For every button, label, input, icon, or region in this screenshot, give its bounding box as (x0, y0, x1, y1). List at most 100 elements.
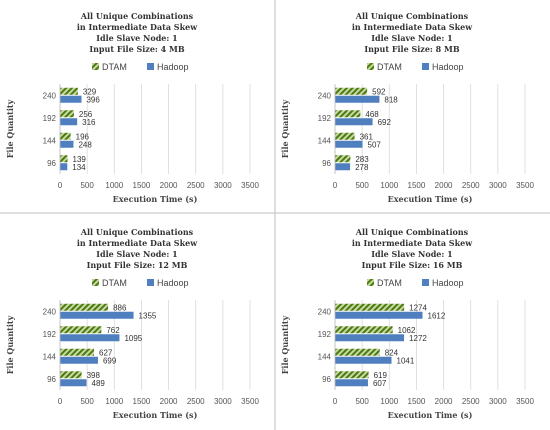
bar-hadoop (335, 311, 423, 319)
x-tick-label: 2500 (187, 181, 205, 190)
bar-dtam (335, 303, 405, 311)
x-axis-title: Execution Time (s) (113, 410, 198, 420)
data-label-hadoop: 1041 (397, 356, 415, 365)
bar-dtam (335, 326, 393, 334)
x-tick-label: 0 (58, 181, 63, 190)
x-tick-label: 1500 (133, 397, 151, 406)
x-tick-label: 3500 (241, 397, 259, 406)
legend-label-hadoop: Hadoop (157, 62, 189, 72)
data-label-dtam: 329 (83, 87, 97, 96)
y-tick-label: 96 (322, 375, 331, 384)
legend-label-dtam: DTAM (102, 278, 127, 288)
y-tick-label: 144 (318, 136, 332, 145)
chart-title-line-2: in Intermediate Data Skew (77, 238, 198, 248)
data-label-hadoop: 396 (86, 95, 100, 104)
x-tick-label: 3000 (214, 397, 232, 406)
x-tick-label: 3000 (214, 181, 232, 190)
chart-title-line-3: Idle Slave Node: 1 (96, 249, 177, 259)
bar-hadoop (335, 163, 351, 171)
x-tick-label: 3500 (516, 181, 534, 190)
x-tick-label: 2500 (462, 181, 480, 190)
bar-hadoop (335, 334, 405, 342)
chart-title-line-2: in Intermediate Data Skew (352, 22, 473, 32)
x-tick-label: 2000 (435, 181, 453, 190)
x-tick-label: 2500 (462, 397, 480, 406)
y-tick-label: 192 (43, 330, 57, 339)
data-label-hadoop: 1272 (409, 334, 427, 343)
data-label-dtam: 592 (372, 87, 386, 96)
x-tick-label: 2000 (160, 181, 178, 190)
data-label-hadoop: 507 (368, 140, 382, 149)
data-label-hadoop: 818 (384, 95, 398, 104)
x-tick-label: 3000 (489, 181, 507, 190)
chart-title-line-4: Input File Size: 16 MB (362, 260, 463, 270)
legend-label-dtam: DTAM (102, 62, 127, 72)
x-tick-label: 1000 (380, 181, 398, 190)
legend-swatch-hadoop (147, 279, 154, 286)
data-label-hadoop: 692 (378, 118, 392, 127)
bar-hadoop (60, 95, 82, 103)
data-label-dtam: 627 (99, 348, 113, 357)
bar-hadoop (335, 379, 368, 387)
x-tick-label: 2500 (187, 397, 205, 406)
x-tick-label: 3500 (241, 181, 259, 190)
legend-swatch-hadoop (147, 63, 154, 70)
y-tick-label: 144 (43, 136, 57, 145)
y-tick-label: 192 (318, 114, 332, 123)
chart-title-line-3: Idle Slave Node: 1 (371, 249, 452, 259)
legend-label-dtam: DTAM (377, 278, 402, 288)
y-tick-label: 192 (318, 330, 332, 339)
legend-swatch-dtam (92, 279, 99, 286)
data-label-hadoop: 134 (72, 163, 86, 172)
x-axis-title: Execution Time (s) (388, 410, 473, 420)
chart-title-line-3: Idle Slave Node: 1 (371, 33, 452, 43)
bar-dtam (335, 371, 369, 379)
data-label-dtam: 139 (73, 155, 87, 164)
bar-dtam (60, 110, 74, 118)
bar-hadoop (335, 356, 392, 364)
data-label-dtam: 256 (79, 110, 93, 119)
bar-hadoop (60, 163, 68, 171)
data-label-hadoop: 489 (92, 379, 106, 388)
data-label-hadoop: 248 (78, 140, 92, 149)
y-tick-label: 96 (322, 159, 331, 168)
x-tick-label: 500 (80, 181, 94, 190)
x-tick-label: 2000 (435, 397, 453, 406)
bar-hadoop (335, 118, 373, 126)
bar-hadoop (60, 379, 87, 387)
bar-dtam (335, 132, 355, 140)
chart-title-line-4: Input File Size: 4 MB (89, 44, 184, 54)
data-label-dtam: 1062 (398, 326, 416, 335)
y-axis-title: File Quantity (5, 315, 15, 374)
y-tick-label: 240 (318, 307, 332, 316)
x-tick-label: 500 (355, 181, 369, 190)
bar-dtam (60, 155, 68, 163)
legend: DTAM Hadoop (92, 278, 189, 288)
data-label-hadoop: 1355 (139, 311, 157, 320)
x-tick-label: 0 (333, 397, 338, 406)
legend: DTAM Hadoop (367, 62, 464, 72)
data-label-dtam: 283 (355, 155, 369, 164)
x-axis-title: Execution Time (s) (113, 194, 198, 204)
data-label-dtam: 619 (374, 371, 388, 380)
legend-swatch-dtam (367, 279, 374, 286)
data-label-hadoop: 1095 (124, 334, 142, 343)
data-label-dtam: 762 (106, 326, 120, 335)
data-label-hadoop: 607 (373, 379, 387, 388)
bar-hadoop (60, 334, 120, 342)
x-tick-label: 1500 (408, 181, 426, 190)
bar-dtam (335, 155, 351, 163)
x-tick-label: 500 (80, 397, 94, 406)
y-axis-title: File Quantity (280, 99, 290, 158)
bar-hadoop (335, 95, 380, 103)
x-tick-label: 2000 (160, 397, 178, 406)
bar-hadoop (60, 118, 78, 126)
data-label-dtam: 361 (360, 132, 374, 141)
x-tick-label: 1500 (408, 397, 426, 406)
y-tick-label: 144 (43, 352, 57, 361)
legend-swatch-dtam (92, 63, 99, 70)
